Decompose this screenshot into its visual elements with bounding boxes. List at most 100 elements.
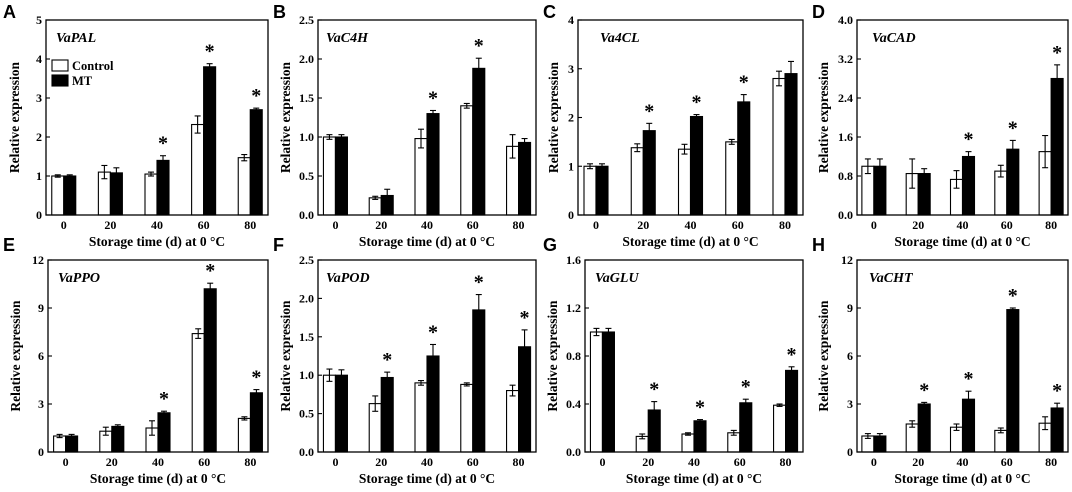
x-tick-label: 80 xyxy=(1045,218,1057,232)
panel-label: C xyxy=(543,2,556,22)
x-tick-label: 40 xyxy=(688,455,700,469)
mt-error-bar xyxy=(1054,64,1061,93)
y-tick-label: 1.2 xyxy=(566,301,581,315)
y-tick-label: 0.0 xyxy=(299,208,314,222)
bar-group-0 xyxy=(322,368,348,453)
y-axis-label: Relative expression xyxy=(278,61,293,173)
x-tick-label: 0 xyxy=(871,455,877,469)
plot-frame xyxy=(856,19,1069,216)
control-error-bar xyxy=(953,423,960,431)
control-bar xyxy=(994,170,1008,216)
control-error-bar xyxy=(1042,134,1049,169)
bar-group-0 xyxy=(589,327,615,453)
bar-group-80: * xyxy=(237,367,263,453)
bar-group-0 xyxy=(583,163,609,216)
y-tick-label: 0 xyxy=(36,208,42,222)
x-tick-label: 80 xyxy=(780,455,792,469)
y-tick-label: 0.0 xyxy=(566,445,581,459)
control-bar xyxy=(368,197,382,216)
control-bar xyxy=(191,333,205,453)
y-tick-label: 2 xyxy=(36,130,42,144)
panel-b: B 0 20 * 40 * 60 80 0.0 0.5 1.0 1.5 2.0 2.5 VaC4H Stora… xyxy=(273,2,537,249)
significance-asterisk: * xyxy=(158,133,168,155)
mt-bar xyxy=(518,141,532,216)
x-axis-label: Storage time (d) at 0 °C xyxy=(894,471,1030,486)
mt-bar xyxy=(917,403,931,453)
y-tick-label: 6 xyxy=(38,349,44,363)
control-error-bar xyxy=(463,102,470,109)
significance-asterisk: * xyxy=(382,349,392,371)
bar-group-40: * xyxy=(414,87,440,216)
mt-error-bar xyxy=(253,389,260,397)
control-bar xyxy=(677,148,692,216)
control-error-bar xyxy=(418,380,424,386)
mt-error-bar xyxy=(1009,139,1016,159)
significance-asterisk: * xyxy=(1052,380,1062,402)
bar-group-80 xyxy=(772,60,798,216)
control-error-bar xyxy=(730,429,737,436)
control-error-bar xyxy=(909,420,916,428)
mt-bar xyxy=(595,165,609,216)
bar-group-20: * xyxy=(630,100,656,216)
mt-error-bar xyxy=(384,188,391,203)
control-error-bar xyxy=(997,427,1004,434)
mt-bar xyxy=(642,130,656,216)
mt-error-bar xyxy=(475,57,482,80)
mt-error-bar xyxy=(161,410,167,415)
significance-asterisk: * xyxy=(644,100,654,122)
mt-error-bar xyxy=(430,343,436,369)
control-error-bar xyxy=(101,164,108,180)
panel-f: F 0 * 20 * 40 * 60 * 80 0.0 0.5 1.0 1.5 2.0 2.5 VaPOD Sto… xyxy=(273,235,537,486)
control-error-bar xyxy=(634,143,641,153)
plot-frame xyxy=(45,19,269,216)
bar-group-40: * xyxy=(144,133,170,216)
bar-group-80: * xyxy=(1038,380,1064,453)
x-axis-label: Storage time (d) at 0 °C xyxy=(89,234,225,249)
bar-group-0 xyxy=(53,433,79,453)
x-tick-label: 60 xyxy=(734,455,746,469)
bar-group-20: * xyxy=(368,349,394,453)
significance-asterisk: * xyxy=(692,92,702,114)
bar-group-60: * xyxy=(994,285,1020,453)
mt-bar xyxy=(601,331,615,453)
significance-asterisk: * xyxy=(251,367,261,389)
significance-asterisk: * xyxy=(964,129,974,151)
y-tick-label: 1 xyxy=(36,169,42,183)
control-bar xyxy=(144,173,158,216)
x-tick-label: 80 xyxy=(244,455,256,469)
control-bar xyxy=(905,423,919,453)
control-error-bar xyxy=(509,384,516,397)
control-error-bar xyxy=(1042,416,1049,431)
x-tick-label: 80 xyxy=(1045,455,1057,469)
mt-error-bar xyxy=(965,151,972,162)
control-error-bar xyxy=(864,433,871,439)
y-tick-label: 2.4 xyxy=(838,91,853,105)
panel-a: A 0 20 * 40 * 60 * 80 0 1 2 3 4 5 VaPAL Storage time (d)… xyxy=(3,2,269,249)
bar-group-20 xyxy=(905,158,931,216)
significance-asterisk: * xyxy=(739,72,749,94)
y-tick-label: 12 xyxy=(841,253,853,267)
panel-label: A xyxy=(3,2,16,22)
y-axis-label: Relative expression xyxy=(7,61,22,173)
bar-group-80: * xyxy=(506,307,532,453)
mt-error-bar xyxy=(521,329,528,365)
mt-error-bar xyxy=(599,163,605,170)
x-tick-label: 80 xyxy=(513,218,525,232)
mt-error-bar xyxy=(521,138,528,147)
chart-title: VaCAD xyxy=(872,31,916,46)
mt-bar xyxy=(693,420,707,453)
x-tick-label: 40 xyxy=(421,455,433,469)
mt-error-bar xyxy=(114,424,121,429)
control-bar xyxy=(460,383,474,453)
mt-bar xyxy=(785,369,799,453)
control-bar xyxy=(237,157,251,216)
y-tick-label: 9 xyxy=(847,301,853,315)
control-error-bar xyxy=(102,426,109,436)
panel-c: C 0 * 20 * 40 * 60 80 0 1 2 3 4 Va4CL Storage time (d) … xyxy=(543,2,804,249)
significance-asterisk: * xyxy=(1052,42,1062,64)
control-error-bar xyxy=(326,368,333,382)
x-tick-label: 40 xyxy=(957,218,969,232)
bar-group-0 xyxy=(51,174,77,216)
y-tick-label: 3.2 xyxy=(838,52,853,66)
y-tick-label: 0.8 xyxy=(838,169,853,183)
